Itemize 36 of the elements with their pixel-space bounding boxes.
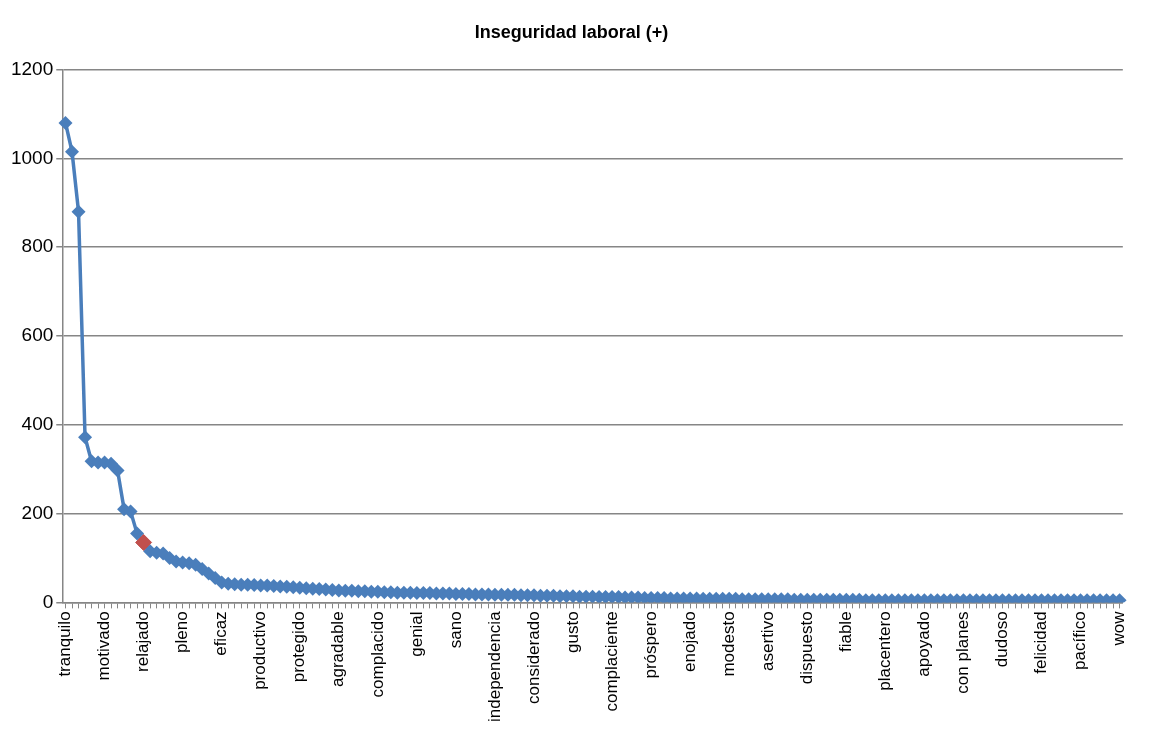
x-tick-label: complacido — [367, 611, 387, 698]
x-tick-label: relajado — [133, 611, 153, 672]
y-tick-label: 200 — [21, 501, 54, 523]
x-tick-label: apoyado — [914, 611, 934, 677]
x-tick-label: independencia — [484, 610, 504, 723]
x-tick-label: felicidad — [1031, 611, 1051, 674]
x-tick-label: modesto — [718, 611, 738, 677]
x-tick-label: wow — [1109, 610, 1129, 647]
x-tick-label: dudoso — [992, 611, 1012, 668]
x-tick-label: considerado — [523, 611, 543, 705]
x-tick-label: asertivo — [757, 611, 777, 671]
y-tick-label: 1000 — [10, 146, 54, 168]
x-tick-label: próspero — [640, 611, 660, 679]
x-tick-label: con planes — [953, 611, 973, 694]
chart-title: Inseguridad laboral (+) — [474, 21, 669, 42]
y-tick-label: 400 — [21, 413, 54, 435]
x-tick-label: pacífico — [1070, 611, 1090, 670]
y-tick-label: 600 — [21, 324, 54, 346]
x-tick-label: complaciente — [601, 611, 621, 712]
x-tick-label: agradable — [328, 611, 348, 688]
x-tick-label: protegido — [289, 611, 309, 683]
x-tick-label: fiable — [835, 611, 855, 653]
x-tick-label: eficaz — [211, 611, 231, 656]
x-tick-label: gusto — [562, 611, 582, 653]
x-tick-label: sano — [445, 611, 465, 649]
y-tick-label: 800 — [21, 235, 54, 257]
y-tick-label: 0 — [42, 590, 54, 612]
x-tick-label: genial — [406, 611, 426, 657]
x-tick-label: pleno — [172, 611, 192, 654]
x-tick-label: placentero — [875, 611, 895, 691]
x-tick-label: enojado — [679, 611, 699, 672]
x-tick-label: productivo — [250, 611, 270, 690]
x-tick-label: tranquilo — [55, 611, 75, 677]
x-tick-label: dispuesto — [796, 611, 816, 685]
x-tick-label: motivado — [94, 611, 114, 681]
y-tick-label: 1200 — [10, 57, 54, 79]
